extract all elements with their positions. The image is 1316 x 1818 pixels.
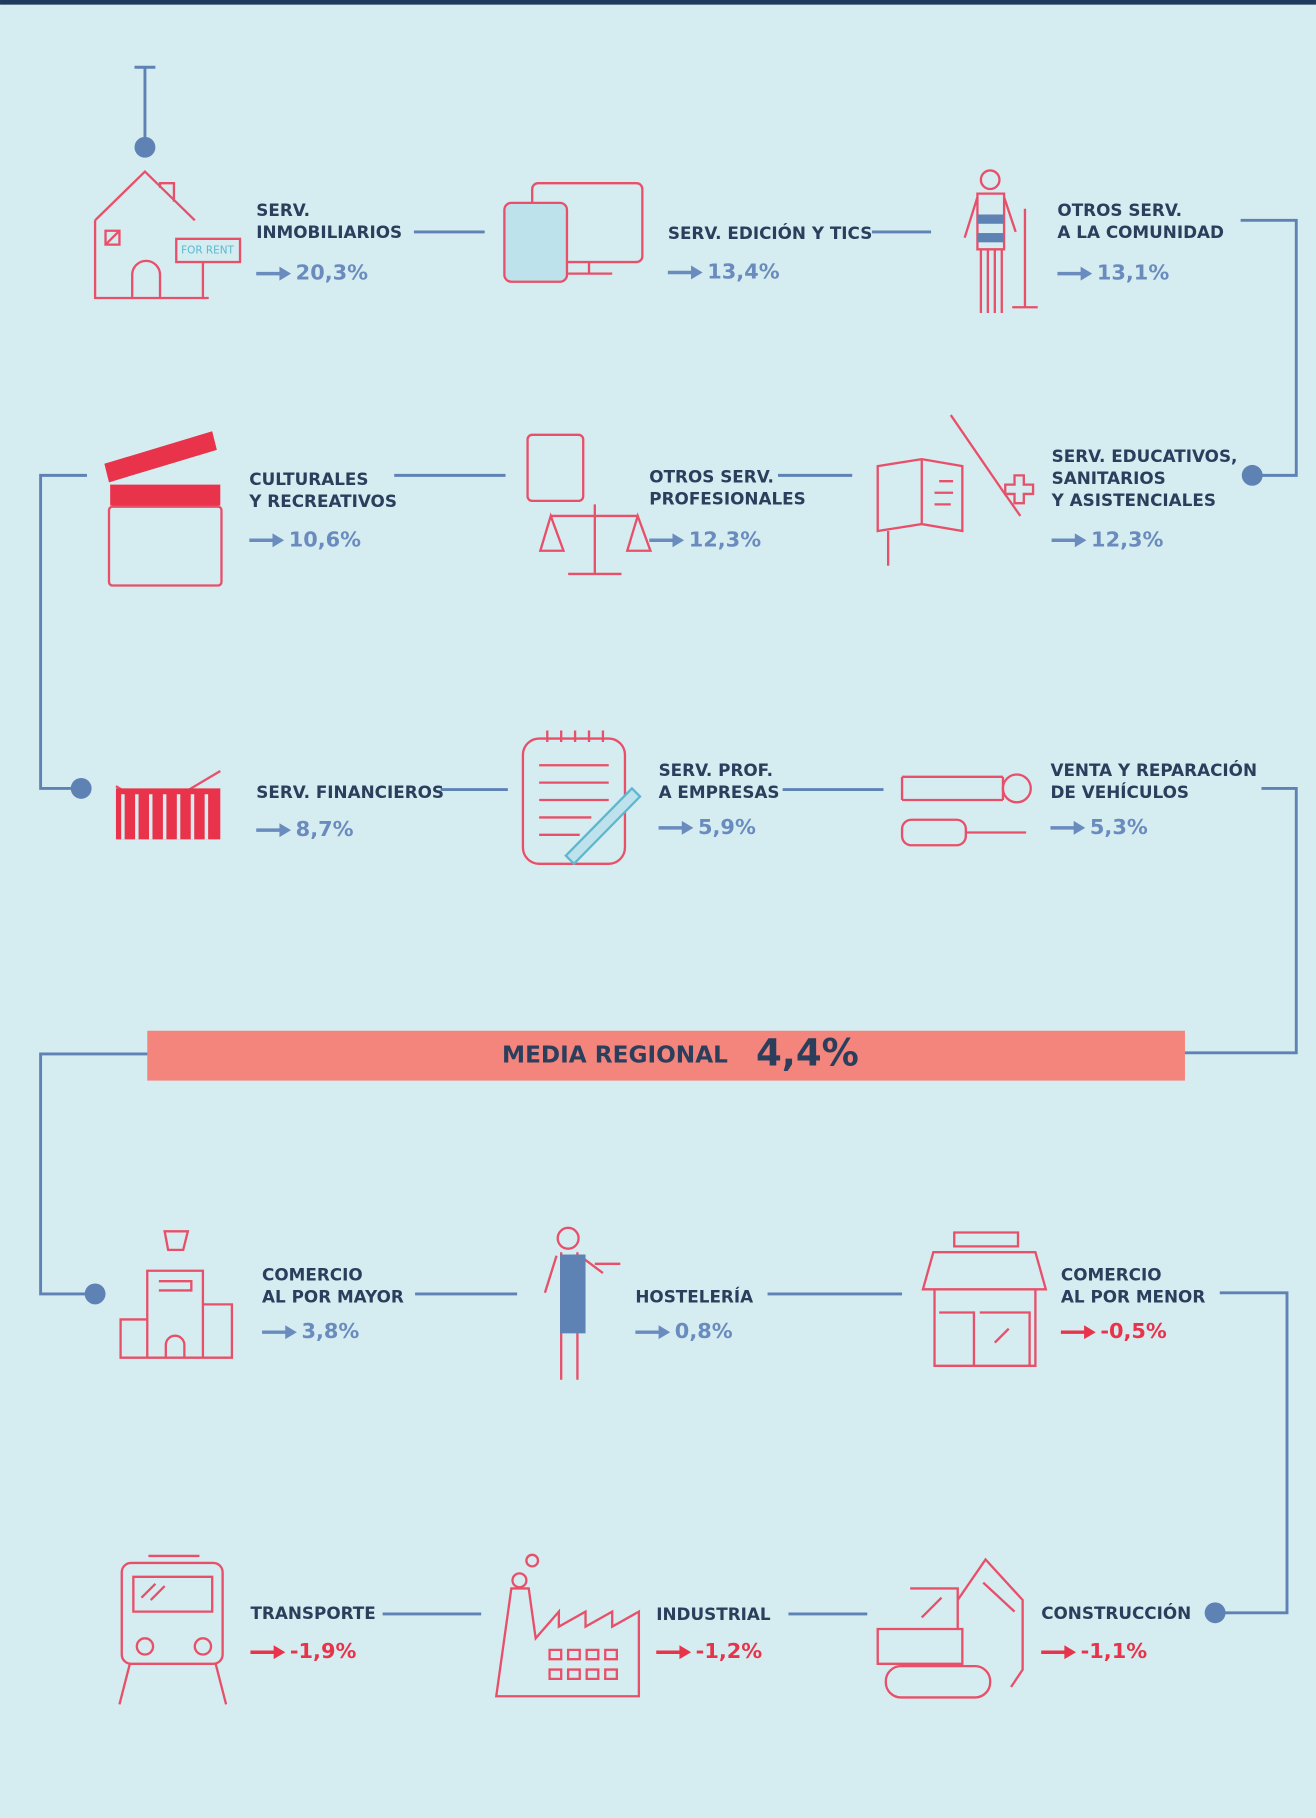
item-label: A EMPRESAS [659,782,780,802]
item-value: 5,3% [1090,815,1148,839]
item-label: Y RECREATIVOS [248,491,397,511]
item-label: SANITARIOS [1052,468,1166,488]
item-label: TRANSPORTE [250,1603,375,1623]
item-label: VENTA Y REPARACIÓN [1050,759,1257,780]
item-label: OTROS SERV. [1057,200,1182,220]
item-value: 20,3% [296,261,368,285]
item-label: OTROS SERV. [649,467,774,487]
item-label: CONSTRUCCIÓN [1041,1602,1191,1623]
item-label: SERV. PROF. [659,760,773,780]
banner-label: MEDIA REGIONAL [502,1042,728,1069]
item-label: SERV. [256,200,310,220]
item-label: A LA COMUNIDAD [1057,222,1224,242]
item-label: CULTURALES [249,469,368,489]
item-value: -1,9% [290,1639,357,1663]
item-value: 12,3% [1091,527,1163,551]
item-label: SERV. EDICIÓN Y TICS [668,222,872,243]
item-label: PROFESIONALES [649,489,805,509]
item-label: INMOBILIARIOS [256,222,402,242]
top-border [0,0,1316,5]
item-value: 10,6% [289,527,361,551]
item-label: SERV. EDUCATIVOS, [1052,446,1238,466]
item-value: 5,9% [698,815,756,839]
item-label: SERV. FINANCIEROS [256,782,444,802]
item-label: HOSTELERÍA [635,1285,753,1306]
item-value: 8,7% [296,817,354,841]
item-value: -1,1% [1081,1639,1148,1663]
icon-text: FOR RENT [181,244,234,256]
item-label: COMERCIO [262,1264,363,1284]
item-value: -1,2% [696,1639,763,1663]
item-value: 13,1% [1097,261,1169,285]
item-label: Y ASISTENCIALES [1051,490,1216,510]
item-value: 3,8% [301,1319,359,1343]
item-value: -0,5% [1100,1319,1167,1343]
item-label: DE VEHÍCULOS [1050,781,1189,802]
item-value: 0,8% [675,1319,733,1343]
item-label: INDUSTRIAL [656,1604,771,1624]
item-label: COMERCIO [1061,1264,1162,1284]
item-label: AL POR MENOR [1061,1286,1205,1306]
infographic: FOR RENT MEDIA REGIONAL 4,4% SERV.INMOBI… [0,0,1316,1818]
item-value: 13,4% [707,259,779,283]
item-label: AL POR MAYOR [262,1286,404,1306]
banner-value: 4,4% [756,1032,859,1075]
item-value: 12,3% [689,527,761,551]
